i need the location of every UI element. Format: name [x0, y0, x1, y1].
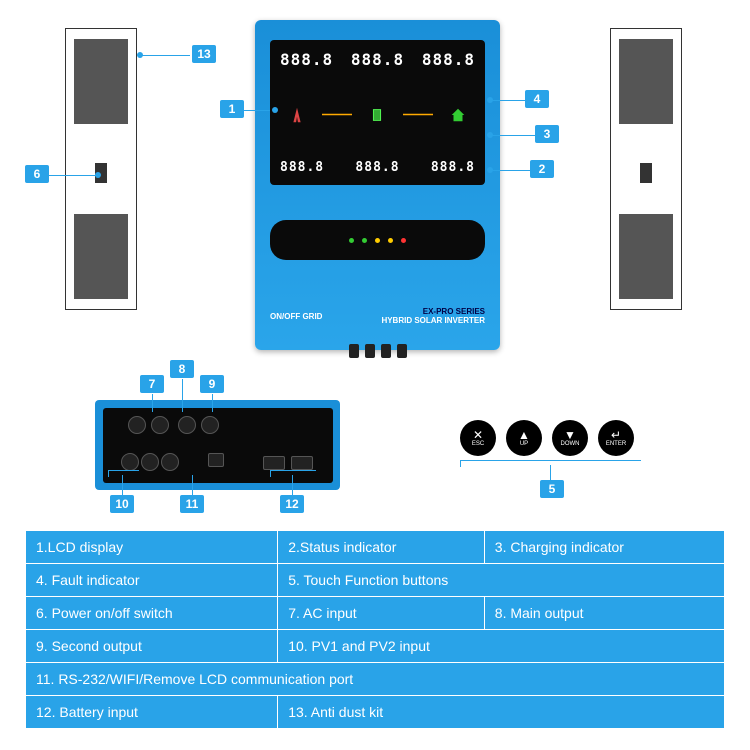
callout-1: 1 [220, 100, 244, 118]
lcd-val: 888.8 [431, 160, 475, 175]
lcd-val: 888.8 [280, 160, 324, 175]
control-buttons: ✕ESC ▲UP ▼DOWN ↵ENTER [460, 420, 634, 456]
label-type: HYBRID SOLAR INVERTER [381, 316, 485, 325]
flow-icon [322, 107, 352, 122]
callout-3: 3 [535, 125, 559, 143]
legend-cell: 9. Second output [26, 630, 278, 663]
callout-13: 13 [192, 45, 216, 63]
callout-9: 9 [200, 375, 224, 393]
legend-cell: 2.Status indicator [278, 531, 485, 564]
legend-cell: 1.LCD display [26, 531, 278, 564]
lcd-val: 888.8 [355, 160, 399, 175]
legend-table: 1.LCD display 2.Status indicator 3. Char… [25, 530, 725, 729]
legend-cell: 8. Main output [484, 597, 724, 630]
legend-cell: 10. PV1 and PV2 input [278, 630, 725, 663]
legend-cell: 6. Power on/off switch [26, 597, 278, 630]
legend-cell: 5. Touch Function buttons [278, 564, 725, 597]
tower-icon [288, 106, 306, 124]
label-grid: ON/OFF GRID [270, 312, 322, 321]
side-panel-right [610, 28, 682, 310]
callout-10: 10 [110, 495, 134, 513]
legend-cell: 3. Charging indicator [484, 531, 724, 564]
label-series: EX-PRO SERIES [381, 307, 485, 316]
callout-5: 5 [540, 480, 564, 498]
legend-cell: 12. Battery input [26, 696, 278, 729]
legend-cell: 11. RS-232/WIFI/Remove LCD communication… [26, 663, 725, 696]
house-icon [449, 106, 467, 124]
up-button[interactable]: ▲UP [506, 420, 542, 456]
legend-cell: 13. Anti dust kit [278, 696, 725, 729]
callout-6: 6 [25, 165, 49, 183]
callout-4: 4 [525, 90, 549, 108]
lcd-display: 888.8 888.8 888.8 888.8 888.8 888.8 [270, 40, 485, 185]
enter-button[interactable]: ↵ENTER [598, 420, 634, 456]
callout-11: 11 [180, 495, 204, 513]
legend-cell: 4. Fault indicator [26, 564, 278, 597]
front-unit: 888.8 888.8 888.8 888.8 888.8 888.8 [255, 20, 500, 350]
callout-7: 7 [140, 375, 164, 393]
button-panel [270, 220, 485, 260]
lcd-val: 888.8 [422, 50, 475, 69]
callout-8: 8 [170, 360, 194, 378]
callout-12: 12 [280, 495, 304, 513]
flow-icon [403, 107, 433, 122]
down-button[interactable]: ▼DOWN [552, 420, 588, 456]
esc-button[interactable]: ✕ESC [460, 420, 496, 456]
callout-2: 2 [530, 160, 554, 178]
side-panel-left [65, 28, 137, 310]
lcd-val: 888.8 [280, 50, 333, 69]
lcd-val: 888.8 [351, 50, 404, 69]
inverter-icon [368, 106, 386, 124]
product-diagram: 888.8 888.8 888.8 888.8 888.8 888.8 [0, 0, 750, 530]
legend-cell: 7. AC input [278, 597, 485, 630]
